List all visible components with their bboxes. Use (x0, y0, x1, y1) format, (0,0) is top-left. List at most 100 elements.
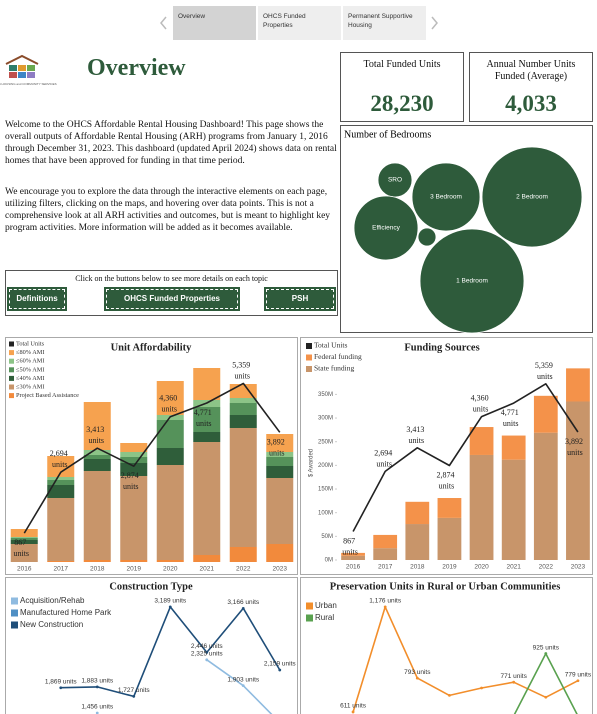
kpi-label: Total Funded Units (363, 59, 441, 70)
nav-tab[interactable]: OHCS Funded Properties (258, 6, 341, 40)
y-axis-label: $ Awarded (309, 449, 315, 477)
line (352, 383, 579, 532)
chart-title: Number of Bedrooms (344, 129, 431, 140)
label-line: units (501, 419, 519, 428)
bar-segment (533, 395, 558, 433)
line (352, 606, 579, 713)
legend-swatch (306, 614, 313, 622)
legend-swatch (306, 366, 312, 372)
label-line: 2,874 (436, 470, 454, 479)
bar-segment (156, 381, 184, 415)
preservation-panel (300, 577, 593, 714)
legend-swatch (9, 384, 14, 390)
bar-segment (533, 432, 558, 560)
data-label: 3,413 units (406, 425, 424, 445)
label-line: 2,874 (121, 471, 139, 480)
point (351, 710, 355, 714)
intro-paragraph: We encourage you to explore the data thr… (5, 187, 331, 233)
x-tick-label: 2017 (378, 564, 393, 571)
legend-swatch (11, 609, 18, 617)
bar-segment (83, 459, 111, 471)
bubble-label: 2 Bedroom (516, 194, 548, 201)
bar-segment (341, 555, 365, 560)
page-title: Overview (87, 55, 186, 81)
chart-title: Preservation Units in Rural or Urban Com… (330, 581, 561, 592)
bar-segment (47, 477, 75, 480)
legend-swatch (9, 393, 14, 399)
bar-segment (193, 432, 221, 442)
bar-segment (266, 452, 294, 457)
nav-button[interactable]: PSH (264, 287, 336, 311)
bubble (353, 195, 419, 261)
plot (59, 605, 282, 714)
kpi-label: Annual Number Units Funded (Average) (486, 59, 576, 82)
label-line: units (194, 419, 212, 428)
legend-label: Urban (315, 601, 337, 610)
legend-label: ≤50% AMI (16, 366, 44, 373)
bar-segment (229, 398, 257, 403)
bar-segment (10, 538, 38, 540)
bar-segment (229, 547, 257, 562)
point (241, 606, 245, 610)
point (59, 686, 63, 690)
bar-segment (266, 434, 294, 452)
label-line: 3,892 (565, 437, 583, 446)
label-line: units (471, 404, 489, 413)
x-tick-label: 2016 (17, 566, 32, 573)
bar-segment (373, 534, 398, 549)
nav-tab[interactable]: Overview (173, 6, 256, 40)
bubble (419, 228, 525, 334)
bar-segment (566, 368, 590, 402)
button-prompt: Click on the buttons below to see more d… (75, 274, 268, 283)
bar-segment (120, 476, 148, 560)
point (95, 685, 99, 689)
bar-segment (47, 561, 75, 562)
label-line: 4,771 (501, 408, 519, 417)
x-tick-label: 2022 (539, 564, 554, 571)
x-tick-label: 2021 (506, 564, 521, 571)
bubble-label: 1 Bedroom (456, 278, 488, 285)
next-arrow[interactable] (431, 16, 438, 30)
bar-segment (120, 560, 148, 562)
legend-swatch (9, 367, 14, 373)
data-label: 1,869 units (45, 678, 78, 685)
nav-tab[interactable]: Permanent Supportive Housing (343, 6, 426, 40)
point (132, 695, 136, 698)
prev-arrow[interactable] (160, 16, 167, 30)
point (205, 651, 209, 654)
data-label: 5,359 units (535, 361, 553, 381)
plot (341, 368, 590, 560)
legend-swatch (9, 350, 14, 356)
data-label: 2,159 units (264, 661, 297, 668)
x-tick-label: 2019 (127, 566, 142, 573)
nav-button[interactable]: OHCS Funded Properties (104, 287, 240, 311)
bar-segment (156, 465, 184, 560)
bar-segment (405, 524, 430, 560)
nav-button[interactable]: Definitions (7, 287, 67, 311)
data-label: 779 units (565, 671, 592, 678)
label-line: units (121, 482, 139, 491)
label-line: 3,413 (406, 425, 424, 434)
legend-label: ≤40% AMI (16, 375, 44, 382)
data-label: 3,892 units (267, 437, 285, 457)
data-label: 1,727 units (118, 687, 151, 694)
bubble-label: 3 Bedroom (430, 194, 462, 201)
bar-segment (10, 537, 38, 538)
point (95, 711, 99, 714)
bar-segment (83, 471, 111, 560)
legend-label: Total Units (16, 340, 45, 347)
bar-segment (501, 435, 526, 460)
label-line: units (159, 404, 177, 413)
kpi-value: 28,230 (370, 91, 434, 116)
legend-swatch (306, 354, 312, 361)
data-label: 4,771 units (501, 408, 519, 428)
intro-paragraph: Welcome to the OHCS Affordable Rental Ho… (5, 120, 337, 166)
bar-segment (469, 454, 494, 560)
label-line: 3,892 (267, 437, 285, 446)
kpi-card: Total Funded Units 28,230 (340, 52, 464, 122)
bar-segment (229, 415, 257, 428)
bar-segment (229, 428, 257, 547)
data-label: 1,456 units (81, 704, 114, 711)
x-tick-label: 2018 (410, 564, 425, 571)
